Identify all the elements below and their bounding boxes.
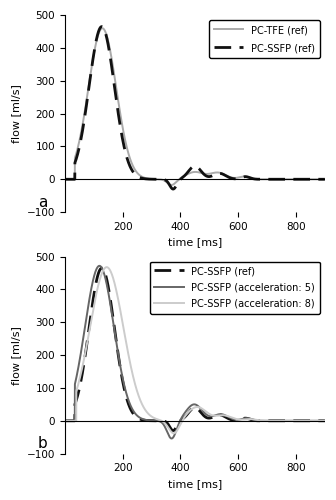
Y-axis label: flow [ml/s]: flow [ml/s] xyxy=(11,326,21,384)
PC-SSFP (ref) xyxy=(76,150,80,156)
PC-TFE (ref) xyxy=(316,176,320,182)
PC-TFE (ref) xyxy=(100,25,104,31)
PC-SSFP (acceleration: 5): (45.9, 158): 5): (45.9, 158) xyxy=(76,366,80,372)
PC-TFE (ref) xyxy=(182,172,186,178)
Text: b: b xyxy=(38,436,48,451)
PC-SSFP (ref) xyxy=(63,176,67,182)
PC-SSFP (ref) xyxy=(268,176,272,182)
PC-SSFP (ref) xyxy=(323,418,327,424)
PC-TFE (ref) xyxy=(169,182,173,188)
PC-SSFP (ref) xyxy=(171,428,175,434)
Line: PC-SSFP (ref): PC-SSFP (ref) xyxy=(65,26,325,189)
PC-SSFP (ref) xyxy=(100,265,104,271)
PC-SSFP (ref) xyxy=(316,418,320,424)
PC-SSFP (acceleration: 8): (710, 0.0338): 8): (710, 0.0338) xyxy=(268,418,272,424)
PC-SSFP (acceleration: 5): (875, 0): 5): (875, 0) xyxy=(316,418,320,424)
PC-SSFP (acceleration: 8): (875, 0): 8): (875, 0) xyxy=(316,418,320,424)
Line: PC-SSFP (acceleration: 8): PC-SSFP (acceleration: 8) xyxy=(65,267,325,434)
PC-SSFP (ref) xyxy=(316,418,320,424)
PC-SSFP (acceleration: 5): (874, 0): 5): (874, 0) xyxy=(316,418,320,424)
PC-TFE (ref) xyxy=(323,176,327,182)
PC-SSFP (ref) xyxy=(182,414,186,420)
PC-SSFP (acceleration: 5): (710, 0.000459): 5): (710, 0.000459) xyxy=(268,418,272,424)
PC-SSFP (acceleration: 8): (377, -38.1): 8): (377, -38.1) xyxy=(172,430,176,436)
PC-SSFP (acceleration: 5): (415, 23.5): 5): (415, 23.5) xyxy=(182,410,186,416)
PC-SSFP (acceleration: 5): (370, -54): 5): (370, -54) xyxy=(170,436,174,442)
PC-SSFP (ref) xyxy=(190,165,194,171)
PC-SSFP (acceleration: 8): (900, 0): 8): (900, 0) xyxy=(323,418,327,424)
PC-SSFP (acceleration: 5): (439, 47.2): 5): (439, 47.2) xyxy=(190,402,194,408)
Text: a: a xyxy=(38,194,47,210)
PC-TFE (ref) xyxy=(63,176,67,182)
X-axis label: time [ms]: time [ms] xyxy=(168,479,222,489)
PC-SSFP (ref) xyxy=(190,406,194,412)
Legend: PC-SSFP (ref), PC-SSFP (acceleration: 5), PC-SSFP (acceleration: 8): PC-SSFP (ref), PC-SSFP (acceleration: 5)… xyxy=(150,262,320,314)
PC-TFE (ref) xyxy=(316,176,320,182)
Legend: PC-TFE (ref), PC-SSFP (ref): PC-TFE (ref), PC-SSFP (ref) xyxy=(209,20,320,58)
PC-TFE (ref) xyxy=(190,170,194,175)
Line: PC-SSFP (acceleration: 5): PC-SSFP (acceleration: 5) xyxy=(65,266,325,438)
PC-SSFP (ref) xyxy=(316,176,320,182)
PC-SSFP (ref) xyxy=(323,176,327,182)
PC-SSFP (acceleration: 8): (439, 34.8): 8): (439, 34.8) xyxy=(190,406,194,412)
PC-SSFP (acceleration: 8): (415, 11.8): 8): (415, 11.8) xyxy=(182,414,186,420)
Line: PC-SSFP (ref): PC-SSFP (ref) xyxy=(65,268,325,430)
PC-SSFP (ref) xyxy=(316,176,320,182)
PC-SSFP (ref) xyxy=(182,172,186,178)
PC-SSFP (acceleration: 8): (145, 468): 8): (145, 468) xyxy=(104,264,109,270)
PC-SSFP (acceleration: 5): (0, 0): 5): (0, 0) xyxy=(63,418,67,424)
PC-SSFP (ref) xyxy=(268,418,272,424)
PC-SSFP (ref) xyxy=(76,391,80,397)
PC-TFE (ref) xyxy=(268,176,272,182)
PC-SSFP (ref) xyxy=(171,186,175,192)
PC-TFE (ref) xyxy=(76,144,80,150)
Line: PC-TFE (ref): PC-TFE (ref) xyxy=(65,28,325,185)
PC-SSFP (acceleration: 5): (900, 0): 5): (900, 0) xyxy=(323,418,327,424)
PC-SSFP (ref) xyxy=(100,24,104,30)
Y-axis label: flow [ml/s]: flow [ml/s] xyxy=(11,84,21,143)
PC-SSFP (acceleration: 8): (0, 0): 8): (0, 0) xyxy=(63,418,67,424)
X-axis label: time [ms]: time [ms] xyxy=(168,238,222,248)
PC-SSFP (acceleration: 8): (874, 0): 8): (874, 0) xyxy=(316,418,320,424)
PC-SSFP (acceleration: 5): (120, 472): 5): (120, 472) xyxy=(97,263,101,269)
PC-SSFP (ref) xyxy=(63,418,67,424)
PC-SSFP (acceleration: 8): (45.9, 109): 8): (45.9, 109) xyxy=(76,382,80,388)
